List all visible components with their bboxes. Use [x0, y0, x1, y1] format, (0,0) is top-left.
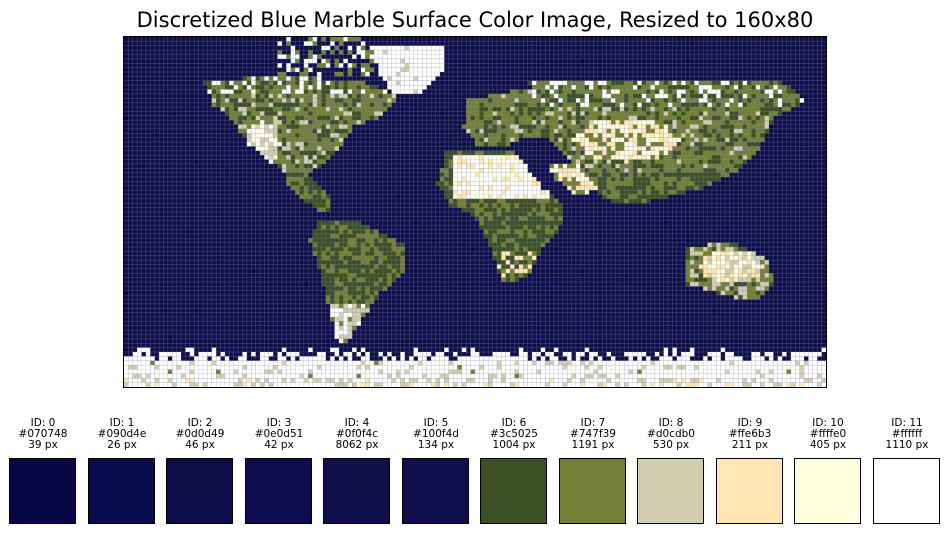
- color-swatch: [873, 458, 940, 524]
- palette-count-label: 1004 px: [492, 439, 536, 451]
- palette-id-label: ID: 1: [109, 417, 135, 429]
- palette-entry: ID: 11 #ffffff 1110 px: [862, 418, 950, 524]
- palette-label: ID: 5 #100f4d 134 px: [391, 418, 481, 452]
- color-swatch: [559, 458, 626, 524]
- color-swatch: [480, 458, 547, 524]
- palette-entry: ID: 4 #0f0f4c 8062 px: [312, 418, 402, 524]
- palette-id-label: ID: 2: [187, 417, 213, 429]
- palette-id-label: ID: 4: [344, 417, 370, 429]
- palette-id-label: ID: 3: [266, 417, 292, 429]
- palette-count-label: 26 px: [107, 439, 137, 451]
- palette-entry: ID: 10 #ffffe0 405 px: [783, 418, 873, 524]
- palette-count-label: 211 px: [731, 439, 769, 451]
- palette-id-label: ID: 6: [501, 417, 527, 429]
- palette-hex: #747f39: [570, 428, 616, 440]
- color-swatch: [88, 458, 155, 524]
- palette-hex: #0e0d51: [254, 428, 304, 440]
- palette-label: ID: 6 #3c5025 1004 px: [469, 418, 559, 452]
- palette-label: ID: 11 #ffffff 1110 px: [862, 418, 950, 452]
- palette-count-label: 530 px: [652, 439, 690, 451]
- palette-id-label: ID: 8: [658, 417, 684, 429]
- palette-hex: #3c5025: [490, 428, 538, 440]
- figure-title: Discretized Blue Marble Surface Color Im…: [136, 8, 814, 32]
- palette-entry: ID: 6 #3c5025 1004 px: [469, 418, 559, 524]
- discretized-world-map: [123, 36, 827, 388]
- palette-hex: #100f4d: [413, 428, 459, 440]
- palette-hex: #d0cdb0: [647, 428, 695, 440]
- palette-entry: ID: 1 #090d4e 26 px: [77, 418, 167, 524]
- palette-hex: #ffffff: [891, 428, 923, 440]
- palette-count-label: 39 px: [28, 439, 58, 451]
- palette-hex: #070748: [18, 428, 68, 440]
- palette-count-label: 8062 px: [335, 439, 379, 451]
- color-swatch: [402, 458, 469, 524]
- palette-hex: #090d4e: [97, 428, 147, 440]
- palette-count-label: 1191 px: [571, 439, 615, 451]
- palette-count-label: 46 px: [185, 439, 215, 451]
- color-swatch: [166, 458, 233, 524]
- palette-entry: ID: 3 #0e0d51 42 px: [234, 418, 324, 524]
- palette-label: ID: 10 #ffffe0 405 px: [783, 418, 873, 452]
- pixel-gridlines: [124, 37, 826, 387]
- palette-count-label: 1110 px: [885, 439, 929, 451]
- color-swatch: [245, 458, 312, 524]
- color-swatch: [323, 458, 390, 524]
- palette-hex: #0d0d49: [175, 428, 225, 440]
- palette-hex: #0f0f4c: [335, 428, 378, 440]
- palette-label: ID: 2 #0d0d49 46 px: [155, 418, 245, 452]
- palette-label: ID: 3 #0e0d51 42 px: [234, 418, 324, 452]
- palette-id-label: ID: 5: [423, 417, 449, 429]
- palette-count-label: 42 px: [264, 439, 294, 451]
- palette-entry: ID: 7 #747f39 1191 px: [548, 418, 638, 524]
- palette-entry: ID: 2 #0d0d49 46 px: [155, 418, 245, 524]
- palette-hex: #ffffe0: [809, 428, 847, 440]
- palette-entry: ID: 5 #100f4d 134 px: [391, 418, 481, 524]
- palette-id-label: ID: 10: [812, 417, 844, 429]
- palette-id-label: ID: 0: [30, 417, 56, 429]
- color-swatch: [794, 458, 861, 524]
- palette-label: ID: 1 #090d4e 26 px: [77, 418, 167, 452]
- palette-label: ID: 0 #070748 39 px: [0, 418, 88, 452]
- palette-id-label: ID: 7: [580, 417, 606, 429]
- palette-label: ID: 7 #747f39 1191 px: [548, 418, 638, 452]
- palette-entry: ID: 8 #d0cdb0 530 px: [626, 418, 716, 524]
- color-palette-legend: ID: 0 #070748 39 px ID: 1 #090d4e 26 px ID: 2 #…: [0, 418, 950, 528]
- palette-id-label: ID: 11: [891, 417, 923, 429]
- palette-hex: #ffe6b3: [728, 428, 772, 440]
- color-swatch: [637, 458, 704, 524]
- palette-entry: ID: 0 #070748 39 px: [0, 418, 88, 524]
- color-swatch: [9, 458, 76, 524]
- surface-pixels: [124, 37, 826, 387]
- pixel-grid: [124, 37, 826, 387]
- palette-count-label: 134 px: [417, 439, 455, 451]
- palette-entry: ID: 9 #ffe6b3 211 px: [705, 418, 795, 524]
- palette-label: ID: 8 #d0cdb0 530 px: [626, 418, 716, 452]
- palette-label: ID: 4 #0f0f4c 8062 px: [312, 418, 402, 452]
- palette-id-label: ID: 9: [737, 417, 763, 429]
- palette-count-label: 405 px: [809, 439, 847, 451]
- palette-label: ID: 9 #ffe6b3 211 px: [705, 418, 795, 452]
- color-swatch: [716, 458, 783, 524]
